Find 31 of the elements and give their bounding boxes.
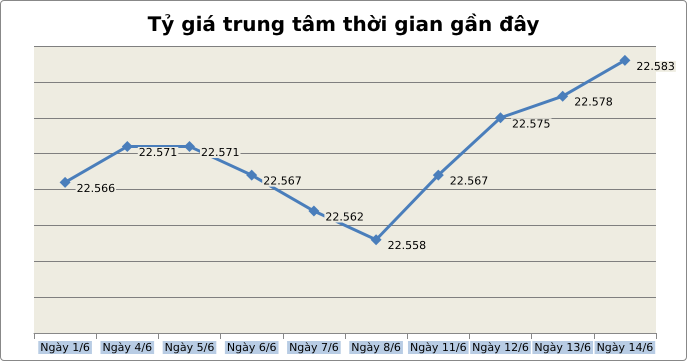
point <box>557 90 568 102</box>
point <box>495 112 506 124</box>
x-tick-label: Ngày 11/6 <box>410 341 467 354</box>
point <box>370 234 382 246</box>
x-tick-label: Ngày 5/6 <box>164 341 214 354</box>
data-label: 22.575 <box>512 117 550 130</box>
x-tick-label: Ngày 1/6 <box>40 341 90 354</box>
data-label: 22.567 <box>450 174 488 188</box>
data-label: 22.571 <box>201 146 240 159</box>
chart-title: Tỷ giá trung tâm thời gian gần đây <box>148 12 540 36</box>
point <box>432 170 444 181</box>
x-tick-label: Ngày 8/6 <box>351 341 401 354</box>
x-tick-label: Ngày 14/6 <box>596 341 654 354</box>
x-tick-label: Ngày 4/6 <box>102 341 152 354</box>
point <box>246 170 258 181</box>
x-tick-label: Ngày 6/6 <box>226 341 277 354</box>
data-label: 22.562 <box>325 210 364 224</box>
data-label: 22.571 <box>138 146 178 159</box>
x-tick-label: Ngày 7/6 <box>289 341 339 354</box>
x-tick-label: Ngày 12/6 <box>472 341 529 354</box>
x-tick-label: Ngày 13/6 <box>534 341 592 354</box>
data-label: 22.578 <box>574 96 613 109</box>
data-label: 22.567 <box>263 174 302 188</box>
point <box>308 206 320 217</box>
data-label: 22.583 <box>636 60 675 73</box>
data-label: 22.558 <box>388 239 426 252</box>
data-label: 22.566 <box>76 182 116 195</box>
point <box>60 176 71 188</box>
point <box>184 140 195 152</box>
point <box>122 140 133 152</box>
point <box>619 54 630 66</box>
